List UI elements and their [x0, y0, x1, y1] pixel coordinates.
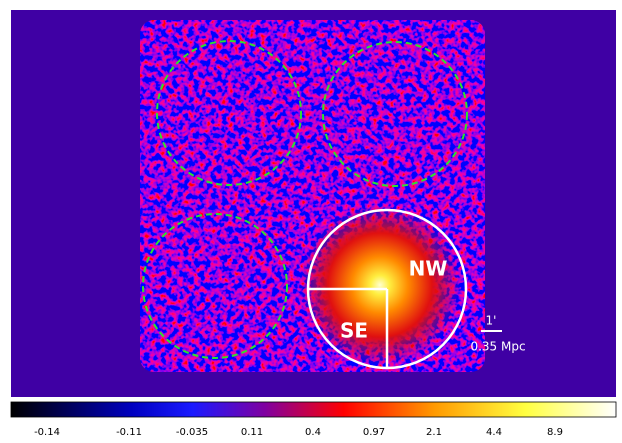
- colorbar-tick-label: -0.14: [34, 427, 60, 438]
- colorbar-tick-label: 0.4: [305, 427, 321, 438]
- colorbar-tick-label: 8.9: [547, 427, 563, 438]
- background-regions: [142, 40, 468, 359]
- region: [322, 41, 468, 187]
- region: [156, 40, 302, 186]
- se-label: SE: [340, 319, 368, 343]
- colorbar-tick-label: 2.1: [426, 427, 442, 438]
- colorbar-tick-label: 0.97: [363, 427, 385, 438]
- colorbar-tick-label: 4.4: [486, 427, 502, 438]
- colorbar-tick-label: 0.11: [241, 427, 263, 438]
- colorbar: [10, 401, 617, 418]
- scale-angle: 1': [486, 314, 497, 328]
- cluster-emission: [300, 205, 460, 365]
- scale-distance: 0.35 Mpc: [470, 340, 525, 354]
- sector-region: [306, 208, 468, 370]
- colorbar-tick-label: -0.035: [176, 427, 208, 438]
- nw-label: NW: [409, 257, 448, 281]
- region: [142, 213, 288, 359]
- colorbar-ticks: -0.14 -0.11 -0.035 0.11 0.4 0.97 2.1 4.4 8.9: [34, 427, 563, 438]
- colorbar-tick-label: -0.11: [116, 427, 142, 438]
